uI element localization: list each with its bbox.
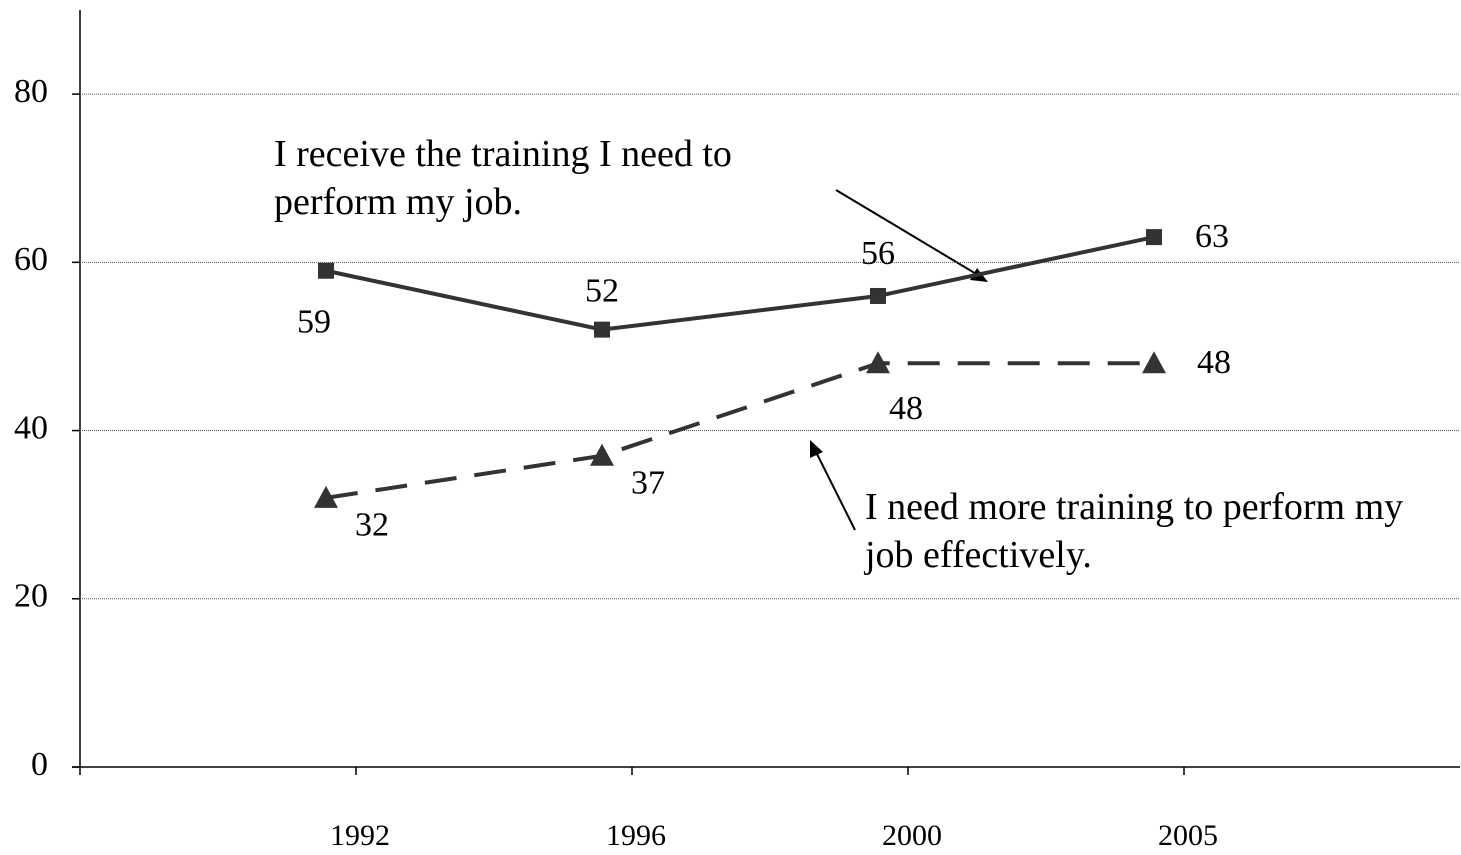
y-tick-label: 40 xyxy=(14,409,48,446)
marker xyxy=(594,321,610,338)
marker xyxy=(1142,351,1166,374)
x-tick-label: 2000 xyxy=(882,819,942,852)
data-label: 56 xyxy=(861,235,895,272)
marker xyxy=(318,262,334,279)
marker xyxy=(314,485,338,508)
y-tick-label: 0 xyxy=(31,746,48,783)
annotation-arrow xyxy=(835,189,984,279)
marker xyxy=(870,287,886,304)
marker xyxy=(1146,229,1162,246)
arrow-head xyxy=(810,440,823,458)
x-tick-label: 1996 xyxy=(606,819,666,852)
data-label: 52 xyxy=(585,272,619,309)
data-label: 48 xyxy=(889,390,923,427)
x-tick-label: 2005 xyxy=(1158,819,1218,852)
annotation: I receive the training I need to perform… xyxy=(274,133,732,223)
data-label: 63 xyxy=(1195,218,1229,255)
series-line xyxy=(325,235,1155,332)
data-label: 37 xyxy=(631,465,665,502)
data-label: 32 xyxy=(355,507,389,544)
marker xyxy=(590,443,614,466)
y-tick-label: 60 xyxy=(14,241,48,278)
annotation: I need more training to perform my job e… xyxy=(865,486,1404,576)
x-tick-label: 1992 xyxy=(330,819,390,852)
data-label: 59 xyxy=(297,304,331,341)
y-tick-label: 20 xyxy=(14,578,48,615)
marker xyxy=(866,351,890,374)
annotation-arrow xyxy=(813,447,856,531)
y-tick-label: 80 xyxy=(14,73,48,110)
series-line xyxy=(325,361,1154,500)
data-label: 48 xyxy=(1197,344,1231,381)
